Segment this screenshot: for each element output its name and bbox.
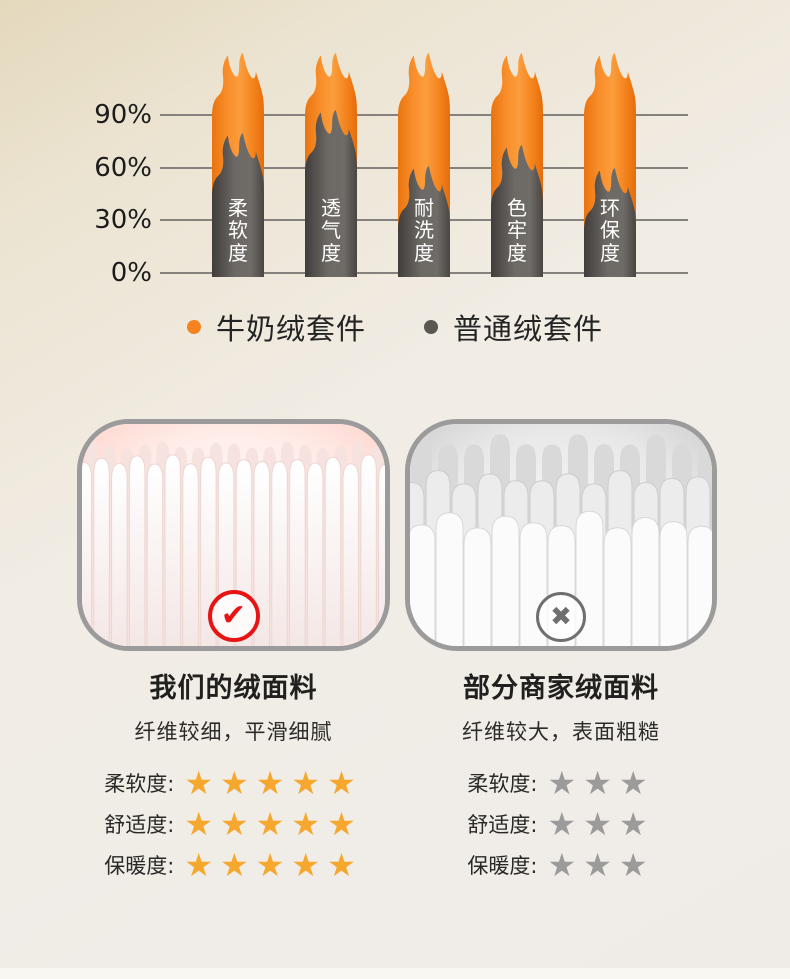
check-icon: ✔ xyxy=(220,598,247,633)
bar-group-5: 环 保 度 xyxy=(584,53,636,277)
star-icon: ★ xyxy=(547,845,577,884)
ordinary-velvet-bar xyxy=(398,166,450,277)
legend-item-milk-velvet: 牛奶绒套件 xyxy=(186,306,366,348)
star-icon: ★ xyxy=(220,763,249,802)
bar-group-1: 柔 软 度 xyxy=(212,53,264,277)
other-fabric-description: 部分商家绒面料 纤维较大，表面粗糙 柔软度: ★ ★ ★ 舒适度: ★ ★ ★ 保暖度: ★ ★ ★ xyxy=(405,666,717,885)
star-icon: ★ xyxy=(291,763,321,802)
bar-group-2: 透 气 度 xyxy=(305,53,357,277)
bar-group-3: 耐 洗 度 xyxy=(398,53,450,277)
rating-stars: ★ ★ ★ xyxy=(548,767,655,799)
star-icon: ★ xyxy=(291,804,321,843)
bottom-strip xyxy=(0,968,790,979)
rating-row: 保暖度: ★ ★ ★ ★ ★ xyxy=(104,844,363,885)
rating-row: 保暖度: ★ ★ ★ xyxy=(467,844,654,885)
our-fabric-description: 我们的绒面料 纤维较细，平滑细腻 柔软度: ★ ★ ★ ★ ★ 舒适度: ★ ★ ★ ★ ★ 保暖度: ★… xyxy=(77,666,390,885)
cross-badge: ✖ xyxy=(536,592,586,642)
rating-label: 柔软度: xyxy=(104,771,175,796)
rating-row: 舒适度: ★ ★ ★ xyxy=(467,803,654,844)
bar-category-label: 环 保 度 xyxy=(600,195,620,266)
star-icon: ★ xyxy=(327,845,356,884)
star-icon: ★ xyxy=(583,845,612,884)
rating-stars: ★ ★ ★ ★ ★ xyxy=(184,849,362,881)
legend-dot-gray-icon xyxy=(424,320,438,334)
star-icon: ★ xyxy=(547,763,577,802)
star-icon: ★ xyxy=(255,763,285,802)
star-icon: ★ xyxy=(618,763,648,802)
rating-stars: ★ ★ ★ xyxy=(548,808,655,840)
legend-label-ordinary-velvet: 普通绒套件 xyxy=(453,312,604,346)
bar-category-label: 柔 软 度 xyxy=(228,195,248,266)
y-axis-tick-label: 0% xyxy=(110,258,152,288)
rating-label: 保暖度: xyxy=(104,853,175,878)
our-fabric-ratings: 柔软度: ★ ★ ★ ★ ★ 舒适度: ★ ★ ★ ★ ★ 保暖度: ★ ★ ★ ★ ★ xyxy=(104,762,363,885)
star-icon: ★ xyxy=(184,763,213,802)
star-icon: ★ xyxy=(327,763,356,802)
y-axis-tick-label: 60% xyxy=(94,152,152,183)
star-icon: ★ xyxy=(547,804,577,843)
y-axis-tick-label: 30% xyxy=(94,205,152,236)
rating-label: 舒适度: xyxy=(467,812,538,837)
bar-group-4: 色 牢 度 xyxy=(491,53,543,277)
rating-stars: ★ ★ ★ ★ ★ xyxy=(184,808,362,840)
star-icon: ★ xyxy=(184,845,213,884)
star-icon: ★ xyxy=(291,845,321,884)
cross-icon: ✖ xyxy=(550,602,572,632)
star-icon: ★ xyxy=(255,804,285,843)
rating-stars: ★ ★ ★ ★ ★ xyxy=(184,767,362,799)
chart-legend: 牛奶绒套件 普通绒套件 xyxy=(0,306,790,348)
bar-chart: 90% 60% 30% 0% 柔 软 度 透 气 度 耐 洗 度 色 牢 度 环 保 度 xyxy=(0,0,790,300)
star-icon: ★ xyxy=(583,804,612,843)
rating-label: 舒适度: xyxy=(104,812,175,837)
bar-category-label: 色 牢 度 xyxy=(507,195,527,266)
star-icon: ★ xyxy=(255,845,285,884)
legend-label-milk-velvet: 牛奶绒套件 xyxy=(215,312,366,346)
bar-category-label: 耐 洗 度 xyxy=(414,195,434,266)
check-badge: ✔ xyxy=(207,590,260,642)
our-fabric-card: ✔ xyxy=(77,419,390,651)
star-icon: ★ xyxy=(327,804,356,843)
other-fabric-ratings: 柔软度: ★ ★ ★ 舒适度: ★ ★ ★ 保暖度: ★ ★ ★ xyxy=(467,762,654,885)
our-fabric-subtitle: 纤维较细，平滑细腻 xyxy=(134,720,333,744)
ordinary-velvet-bar xyxy=(305,110,357,277)
ordinary-velvet-bar xyxy=(212,133,264,277)
other-merchant-fabric-card: ✖ xyxy=(405,419,717,651)
rating-row: 柔软度: ★ ★ ★ ★ ★ xyxy=(104,762,363,803)
rating-label: 保暖度: xyxy=(467,853,538,878)
our-fabric-title: 我们的绒面料 xyxy=(149,673,318,704)
legend-item-ordinary-velvet: 普通绒套件 xyxy=(424,306,603,348)
rating-stars: ★ ★ ★ xyxy=(548,849,655,881)
star-icon: ★ xyxy=(618,804,648,843)
coarse-fibers-illustration xyxy=(410,424,712,646)
ordinary-velvet-bar xyxy=(491,145,543,277)
rating-row: 舒适度: ★ ★ ★ ★ ★ xyxy=(104,803,363,844)
ordinary-velvet-bar xyxy=(584,168,636,277)
other-fabric-title: 部分商家绒面料 xyxy=(463,673,659,704)
bar-category-label: 透 气 度 xyxy=(321,195,341,266)
rating-label: 柔软度: xyxy=(467,771,538,796)
legend-dot-orange-icon xyxy=(186,320,201,334)
star-icon: ★ xyxy=(583,763,612,802)
star-icon: ★ xyxy=(220,804,249,843)
star-icon: ★ xyxy=(220,845,249,884)
star-icon: ★ xyxy=(618,845,648,884)
rating-row: 柔软度: ★ ★ ★ xyxy=(467,762,654,803)
other-fabric-subtitle: 纤维较大，表面粗糙 xyxy=(462,720,660,744)
y-axis-tick-label: 90% xyxy=(94,100,152,130)
star-icon: ★ xyxy=(184,804,213,843)
